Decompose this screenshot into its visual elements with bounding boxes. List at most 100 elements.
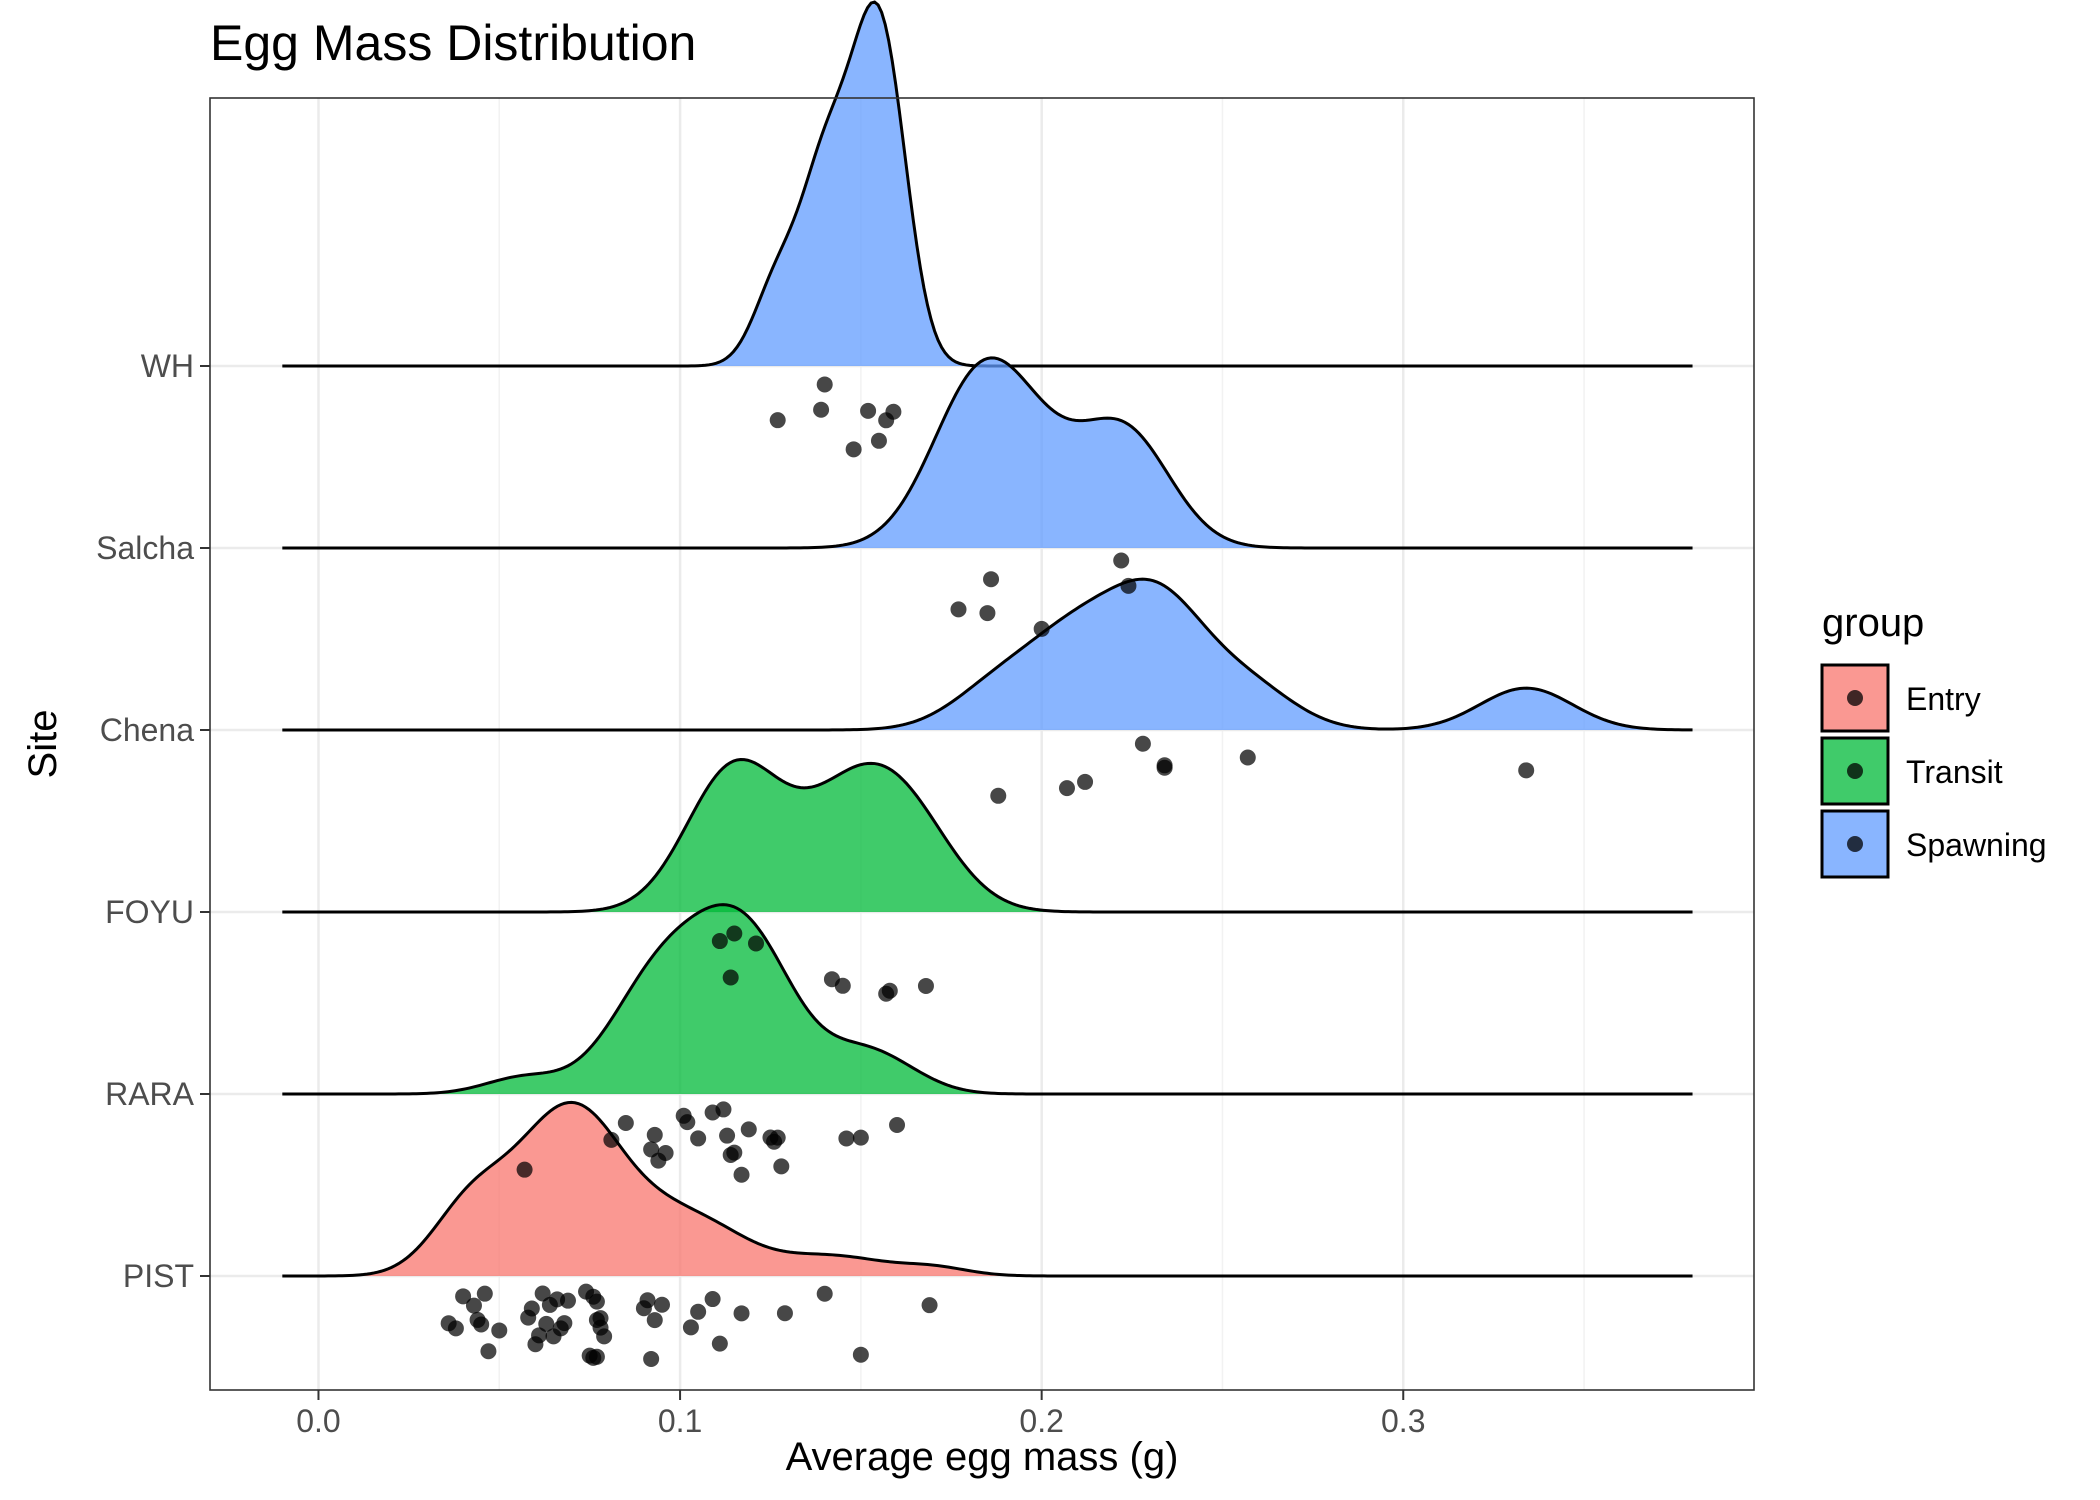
- data-point: [845, 441, 862, 458]
- data-point: [588, 1348, 605, 1365]
- y-tick-label: PIST: [123, 1258, 194, 1294]
- ridges: [282, 0, 1693, 1278]
- data-point: [740, 1121, 757, 1138]
- data-point: [480, 1343, 497, 1360]
- data-point: [983, 571, 1000, 588]
- data-point: [722, 969, 739, 986]
- x-tick-label: 0.1: [658, 1403, 702, 1439]
- data-point: [476, 1285, 493, 1302]
- data-point: [690, 1130, 707, 1147]
- data-point: [643, 1350, 660, 1367]
- ridge-line-foyu: [282, 757, 1693, 914]
- y-axis: PIST RARA FOYU Chena Salcha WH: [96, 348, 210, 1294]
- y-tick-label: Salcha: [96, 530, 194, 566]
- data-point: [653, 1296, 670, 1313]
- data-point: [852, 1129, 869, 1146]
- data-point: [1077, 773, 1094, 790]
- x-axis-title: Average egg mass (g): [786, 1435, 1179, 1479]
- legend-title: group: [1822, 601, 1924, 645]
- legend-key-point: [1847, 836, 1863, 852]
- data-point: [690, 1303, 707, 1320]
- x-axis: 0.0 0.1 0.2 0.3: [296, 1390, 1425, 1439]
- data-point: [726, 925, 743, 942]
- plot-panel: [210, 98, 1754, 1390]
- data-point: [852, 1346, 869, 1363]
- data-point: [1033, 620, 1050, 637]
- data-point: [646, 1312, 663, 1329]
- legend-key-point: [1847, 763, 1863, 779]
- data-point: [559, 1292, 576, 1309]
- ridge-line-rara: [282, 903, 1693, 1096]
- data-point: [834, 977, 851, 994]
- data-point: [733, 1166, 750, 1183]
- points: [440, 376, 1535, 1367]
- data-point: [556, 1315, 573, 1332]
- data-point: [979, 605, 996, 622]
- data-point: [860, 402, 877, 419]
- data-point: [719, 1127, 736, 1144]
- data-point: [950, 601, 967, 618]
- legend-key-point: [1847, 690, 1863, 706]
- x-tick-label: 0.3: [1381, 1403, 1425, 1439]
- data-point: [769, 1129, 786, 1146]
- data-point: [816, 1285, 833, 1302]
- ridge-area-pist: [282, 1102, 1693, 1276]
- data-point: [726, 1144, 743, 1161]
- data-point: [588, 1293, 605, 1310]
- data-point: [1239, 749, 1256, 766]
- ridge-area-chena: [282, 579, 1693, 730]
- data-point: [715, 1101, 732, 1118]
- data-point: [538, 1315, 555, 1332]
- data-point: [523, 1300, 540, 1317]
- data-point: [813, 401, 830, 418]
- data-point: [704, 1291, 721, 1308]
- data-point: [491, 1322, 508, 1339]
- data-point: [455, 1288, 472, 1305]
- x-tick-label: 0.0: [296, 1403, 340, 1439]
- chart-title: Egg Mass Distribution: [210, 15, 696, 71]
- ridge-area-rara: [282, 904, 1693, 1094]
- data-point: [776, 1305, 793, 1322]
- data-point: [516, 1161, 533, 1178]
- data-point: [1113, 552, 1130, 569]
- y-tick-label: FOYU: [105, 894, 194, 930]
- y-tick-label: WH: [141, 348, 194, 384]
- data-point: [889, 1117, 906, 1134]
- data-point: [679, 1114, 696, 1131]
- data-point: [473, 1316, 490, 1333]
- data-point: [838, 1130, 855, 1147]
- y-tick-label: Chena: [100, 712, 195, 748]
- data-point: [769, 412, 786, 429]
- data-point: [617, 1114, 634, 1131]
- data-point: [447, 1320, 464, 1337]
- data-point: [465, 1297, 482, 1314]
- data-point: [881, 982, 898, 999]
- data-point: [1518, 762, 1535, 779]
- data-point: [733, 1305, 750, 1322]
- data-point: [711, 933, 728, 950]
- data-point: [1120, 577, 1137, 594]
- data-point: [917, 977, 934, 994]
- data-point: [773, 1158, 790, 1175]
- data-point: [646, 1126, 663, 1143]
- data-point: [1058, 780, 1075, 797]
- data-point: [870, 432, 887, 449]
- data-point: [711, 1335, 728, 1352]
- data-point: [1156, 759, 1173, 776]
- data-point: [885, 403, 902, 420]
- ridge-line-pist: [282, 1100, 1693, 1278]
- panel-border: [209, 97, 1755, 1391]
- data-point: [816, 376, 833, 393]
- data-point: [596, 1328, 613, 1345]
- data-point: [748, 935, 765, 952]
- ridge-area-salcha: [282, 357, 1693, 548]
- y-tick-label: RARA: [105, 1076, 195, 1112]
- data-point: [531, 1327, 548, 1344]
- data-point: [603, 1131, 620, 1148]
- x-tick-label: 0.2: [1019, 1403, 1063, 1439]
- data-point: [657, 1145, 674, 1162]
- legend: group Entry Transit Spawning: [1820, 601, 2047, 879]
- legend-label-transit: Transit: [1906, 754, 2003, 790]
- legend-label-spawning: Spawning: [1906, 827, 2047, 863]
